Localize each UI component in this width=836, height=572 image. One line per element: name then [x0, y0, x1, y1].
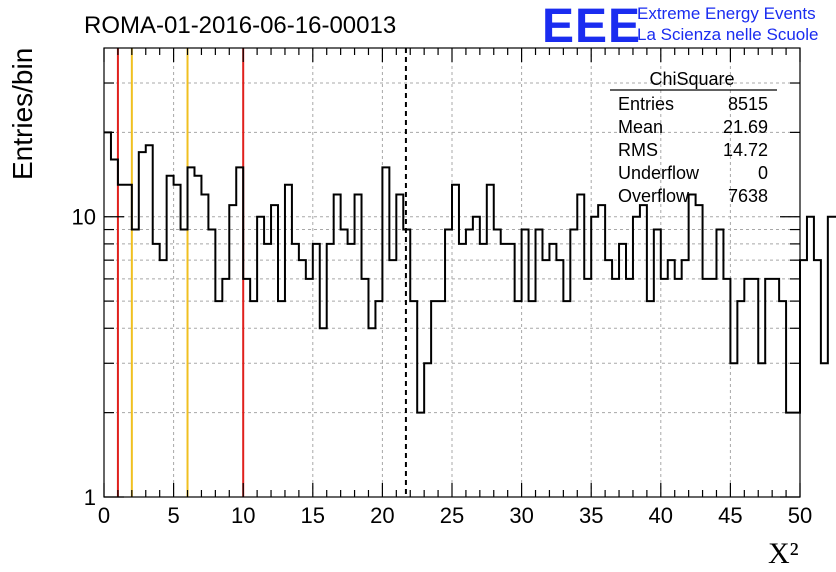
y-axis-label: Entries/bin [7, 48, 38, 180]
grid-lines [104, 48, 800, 497]
stats-label-entries: Entries [618, 94, 674, 114]
stats-value-rms: 14.72 [723, 140, 768, 160]
stats-value-entries: 8515 [728, 94, 768, 114]
x-tick-label: 30 [509, 503, 533, 528]
stats-label-rms: RMS [618, 140, 658, 160]
x-tick-label: 0 [98, 503, 110, 528]
run-title: ROMA-01-2016-06-16-00013 [84, 12, 396, 39]
logo-mark: EEE [542, 0, 641, 53]
eee-logo: EEE Extreme Energy Events La Scienza nel… [542, 0, 818, 53]
stats-value-overflow: 7638 [728, 186, 768, 206]
stats-title: ChiSquare [649, 69, 734, 89]
stats-box: ChiSquare Entries 8515 Mean 21.69 RMS 14… [610, 69, 777, 206]
histogram-line [104, 131, 836, 414]
x-tick-label: 15 [301, 503, 325, 528]
x-axis-label: X² [768, 537, 799, 570]
tick-labels: 0 5 10 15 20 25 30 35 40 45 50 1 10 [72, 205, 813, 528]
axis-ticks [103, 48, 801, 498]
logo-line-2: La Scienza nelle Scuole [637, 25, 818, 44]
stats-label-mean: Mean [618, 117, 663, 137]
x-tick-label: 5 [167, 503, 179, 528]
x-tick-label: 40 [649, 503, 673, 528]
stats-label-overflow: Overflow [618, 186, 690, 206]
x-tick-label: 45 [718, 503, 742, 528]
logo-line-1: Extreme Energy Events [637, 4, 816, 23]
stats-value-mean: 21.69 [723, 117, 768, 137]
x-tick-label: 25 [440, 503, 464, 528]
x-tick-label: 50 [788, 503, 812, 528]
y-tick-label: 10 [72, 205, 96, 230]
stats-label-underflow: Underflow [618, 163, 700, 183]
stats-value-underflow: 0 [758, 163, 768, 183]
marker-lines [116, 48, 407, 497]
x-tick-label: 20 [370, 503, 394, 528]
y-tick-label: 1 [84, 485, 96, 510]
x-tick-label: 35 [579, 503, 603, 528]
x-tick-label: 10 [231, 503, 255, 528]
